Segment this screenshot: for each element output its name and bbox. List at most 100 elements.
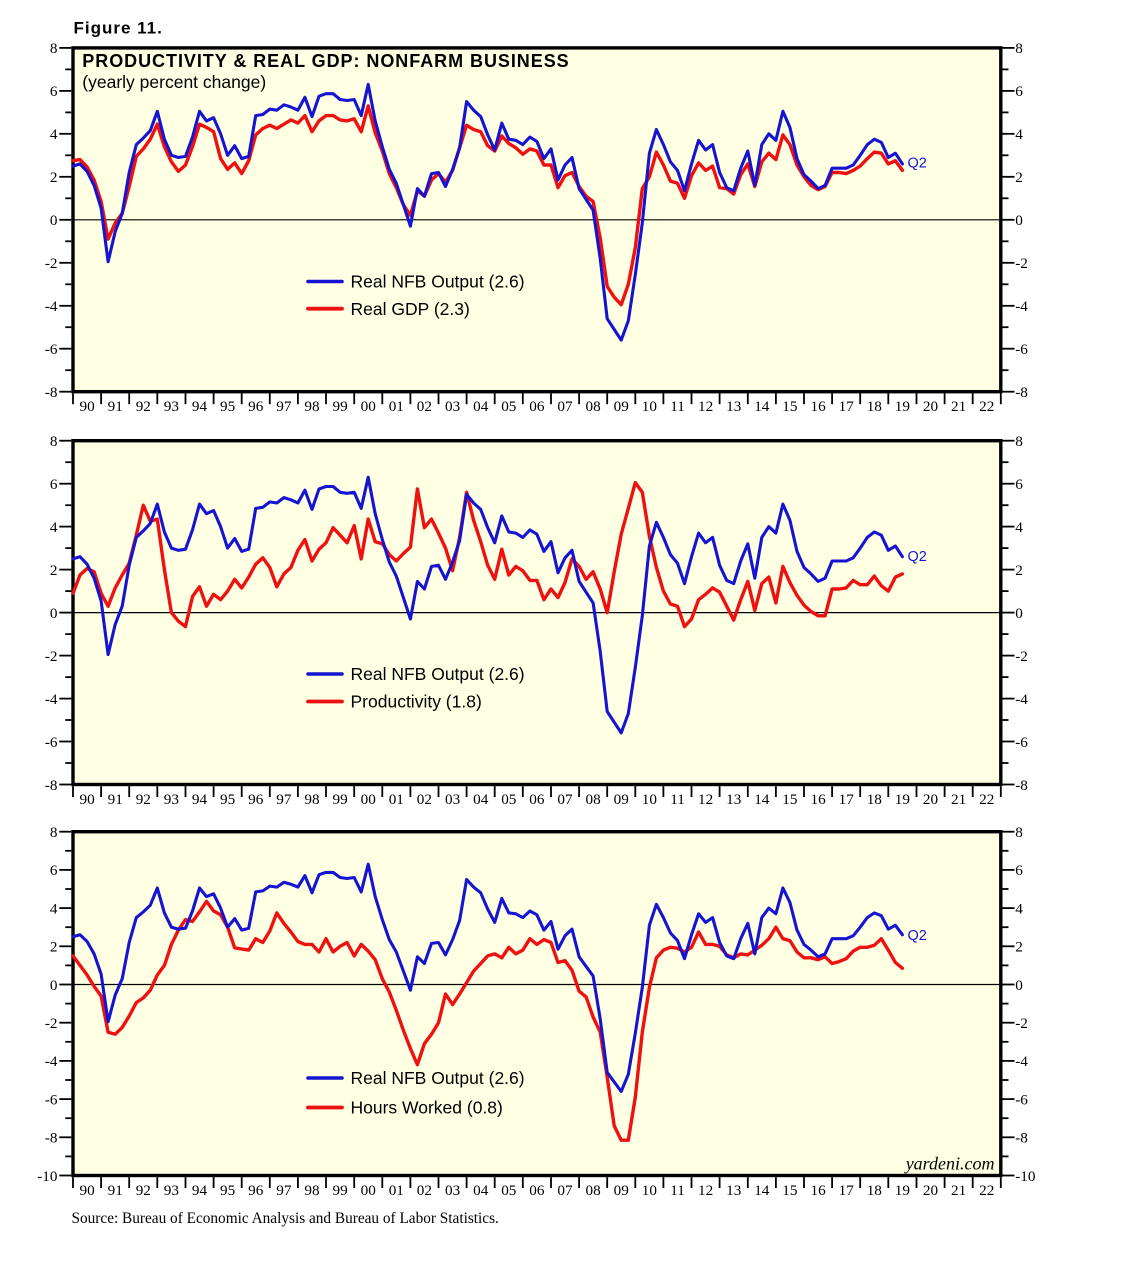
svg-text:14: 14: [754, 1182, 770, 1199]
svg-text:18: 18: [867, 791, 883, 808]
svg-text:04: 04: [473, 398, 489, 415]
svg-text:2: 2: [50, 169, 58, 186]
svg-text:0: 0: [50, 212, 58, 229]
svg-text:13: 13: [726, 791, 741, 808]
svg-text:Q2: Q2: [908, 928, 927, 944]
svg-text:96: 96: [248, 1182, 264, 1199]
svg-text:6: 6: [50, 476, 58, 493]
svg-text:98: 98: [304, 398, 320, 415]
svg-text:2: 2: [1015, 562, 1023, 579]
svg-text:-10: -10: [37, 1168, 58, 1185]
svg-text:06: 06: [529, 398, 545, 415]
svg-text:15: 15: [782, 398, 797, 415]
svg-text:12: 12: [698, 1182, 713, 1199]
svg-text:17: 17: [839, 398, 855, 415]
svg-text:90: 90: [80, 791, 96, 808]
svg-text:2: 2: [50, 562, 58, 579]
svg-text:22: 22: [979, 791, 994, 808]
svg-text:4: 4: [50, 126, 58, 143]
svg-text:-6: -6: [45, 1091, 58, 1108]
svg-text:4: 4: [50, 519, 58, 536]
svg-text:99: 99: [333, 1182, 348, 1199]
svg-text:09: 09: [614, 791, 629, 808]
svg-text:-6: -6: [45, 734, 58, 751]
svg-text:-8: -8: [45, 384, 58, 401]
svg-text:8: 8: [50, 824, 58, 841]
svg-text:11: 11: [670, 398, 685, 415]
svg-text:19: 19: [895, 791, 910, 808]
svg-text:99: 99: [333, 791, 348, 808]
svg-text:-2: -2: [45, 648, 58, 665]
svg-text:19: 19: [895, 1182, 910, 1199]
svg-text:13: 13: [726, 1182, 741, 1199]
svg-text:92: 92: [136, 398, 151, 415]
svg-text:95: 95: [220, 398, 235, 415]
svg-text:09: 09: [614, 398, 629, 415]
svg-text:15: 15: [782, 1182, 797, 1199]
svg-text:03: 03: [445, 398, 460, 415]
svg-text:-2: -2: [45, 1015, 58, 1032]
svg-text:0: 0: [50, 977, 58, 994]
svg-text:-2: -2: [1015, 1015, 1028, 1032]
svg-text:-8: -8: [45, 777, 58, 794]
svg-text:08: 08: [586, 398, 602, 415]
svg-text:Real GDP (2.3): Real GDP (2.3): [351, 299, 470, 319]
svg-text:00: 00: [361, 398, 377, 415]
svg-text:6: 6: [50, 862, 58, 879]
svg-text:96: 96: [248, 398, 264, 415]
svg-text:-2: -2: [1015, 255, 1028, 272]
svg-text:91: 91: [108, 1182, 123, 1199]
svg-text:0: 0: [50, 605, 58, 622]
svg-text:6: 6: [1015, 476, 1023, 493]
svg-text:97: 97: [276, 398, 292, 415]
svg-text:-6: -6: [1015, 1091, 1028, 1108]
svg-text:01: 01: [389, 398, 404, 415]
svg-text:-6: -6: [45, 341, 58, 358]
svg-text:09: 09: [614, 1182, 629, 1199]
svg-text:16: 16: [811, 1182, 827, 1199]
svg-text:90: 90: [80, 1182, 96, 1199]
svg-text:94: 94: [192, 791, 208, 808]
svg-text:20: 20: [923, 398, 939, 415]
svg-text:07: 07: [557, 791, 573, 808]
svg-text:93: 93: [164, 1182, 179, 1199]
svg-text:-6: -6: [1015, 734, 1028, 751]
svg-text:4: 4: [1015, 519, 1023, 536]
svg-text:21: 21: [951, 1182, 966, 1199]
svg-text:14: 14: [754, 791, 770, 808]
svg-text:06: 06: [529, 791, 545, 808]
svg-text:93: 93: [164, 398, 179, 415]
svg-text:6: 6: [1015, 862, 1023, 879]
svg-text:04: 04: [473, 1182, 489, 1199]
svg-text:8: 8: [1015, 40, 1023, 57]
svg-text:17: 17: [839, 1182, 855, 1199]
svg-text:93: 93: [164, 791, 179, 808]
svg-text:-4: -4: [45, 298, 58, 315]
svg-text:12: 12: [698, 398, 713, 415]
svg-text:95: 95: [220, 791, 235, 808]
svg-text:11: 11: [670, 791, 685, 808]
svg-text:92: 92: [136, 791, 151, 808]
svg-text:(yearly percent change): (yearly percent change): [82, 72, 266, 92]
svg-text:91: 91: [108, 791, 123, 808]
svg-text:16: 16: [811, 791, 827, 808]
svg-text:Real NFB Output (2.6): Real NFB Output (2.6): [351, 1068, 525, 1088]
svg-text:05: 05: [501, 791, 516, 808]
svg-text:10: 10: [642, 791, 658, 808]
svg-text:0: 0: [1015, 605, 1023, 622]
svg-text:97: 97: [276, 1182, 292, 1199]
svg-text:07: 07: [557, 398, 573, 415]
svg-text:05: 05: [501, 1182, 516, 1199]
svg-text:4: 4: [50, 900, 58, 917]
svg-text:99: 99: [333, 398, 348, 415]
svg-text:4: 4: [1015, 900, 1023, 917]
svg-text:08: 08: [586, 791, 602, 808]
svg-text:Q2: Q2: [908, 549, 927, 565]
svg-text:12: 12: [698, 791, 713, 808]
svg-text:6: 6: [1015, 83, 1023, 100]
svg-text:20: 20: [923, 791, 939, 808]
svg-text:18: 18: [867, 398, 883, 415]
svg-text:8: 8: [50, 433, 58, 450]
svg-text:05: 05: [501, 398, 516, 415]
svg-text:-8: -8: [1015, 384, 1028, 401]
